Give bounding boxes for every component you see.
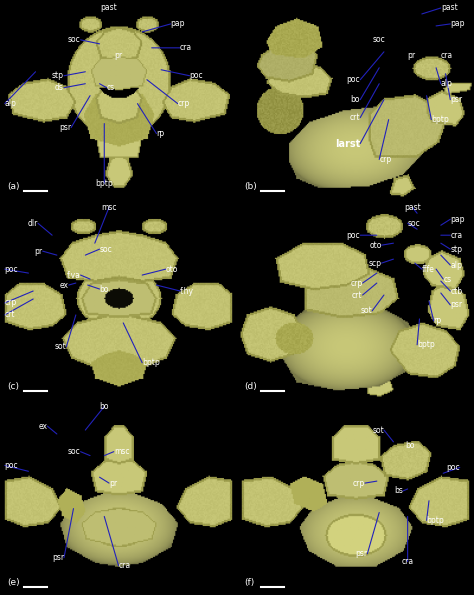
Text: oto: oto — [369, 240, 382, 250]
Text: pr: pr — [109, 478, 117, 487]
Text: soc: soc — [68, 447, 81, 456]
Text: soc: soc — [373, 35, 385, 45]
Text: bo: bo — [100, 284, 109, 293]
Text: bptp: bptp — [417, 340, 435, 349]
Text: sot: sot — [372, 425, 384, 434]
Text: bptp: bptp — [427, 516, 444, 525]
Text: bo: bo — [351, 95, 360, 104]
Text: ds: ds — [55, 83, 64, 92]
Text: ex: ex — [60, 280, 69, 290]
Text: bo: bo — [405, 441, 415, 450]
Text: crp: crp — [350, 278, 363, 287]
Text: crp: crp — [379, 155, 392, 164]
Text: pap: pap — [450, 215, 465, 224]
Text: crp: crp — [178, 99, 190, 108]
Text: bo: bo — [100, 402, 109, 411]
Text: cra: cra — [401, 557, 414, 566]
Text: soc: soc — [408, 219, 420, 228]
Text: stp: stp — [52, 71, 64, 80]
Text: (a): (a) — [7, 182, 19, 192]
Text: larst: larst — [335, 139, 360, 149]
Text: alp: alp — [5, 99, 17, 108]
Text: (e): (e) — [7, 578, 20, 587]
Text: msc: msc — [114, 447, 129, 456]
Text: alp: alp — [441, 79, 453, 88]
Text: poc: poc — [5, 265, 18, 274]
Text: psr: psr — [355, 549, 367, 558]
Text: bs: bs — [394, 487, 403, 496]
Text: crp: crp — [5, 299, 17, 308]
Text: cra: cra — [180, 43, 192, 52]
Text: past: past — [100, 4, 118, 12]
Text: ctb: ctb — [450, 287, 463, 296]
Text: cs: cs — [443, 274, 451, 284]
Text: cra: cra — [450, 231, 463, 240]
Text: soc: soc — [68, 35, 81, 45]
Text: past: past — [441, 4, 457, 12]
Text: bptp: bptp — [142, 358, 160, 367]
Text: psr: psr — [59, 123, 71, 132]
Text: alp: alp — [450, 261, 462, 270]
Text: (d): (d) — [244, 381, 257, 391]
Text: sot: sot — [360, 306, 372, 315]
Text: dlr: dlr — [27, 219, 38, 228]
Text: crp: crp — [353, 478, 365, 487]
Text: pr: pr — [408, 51, 416, 60]
Text: bptp: bptp — [95, 179, 113, 188]
Text: ex: ex — [38, 422, 47, 431]
Text: pap: pap — [450, 20, 465, 29]
Text: soc: soc — [100, 245, 112, 253]
Text: poc: poc — [346, 75, 360, 84]
Text: scp: scp — [369, 259, 382, 268]
Text: rp: rp — [434, 317, 442, 325]
Text: pr: pr — [35, 247, 43, 256]
Text: msc: msc — [101, 203, 117, 212]
Text: psr: psr — [450, 95, 463, 104]
Text: (c): (c) — [7, 381, 19, 391]
Text: past: past — [404, 203, 421, 212]
Text: poc: poc — [5, 461, 18, 470]
Text: pr: pr — [114, 51, 123, 60]
Text: crt: crt — [352, 290, 363, 299]
Text: crt: crt — [350, 113, 360, 122]
Text: stp: stp — [450, 245, 462, 253]
Text: poc: poc — [446, 463, 460, 472]
Text: psr: psr — [450, 300, 463, 309]
Text: rp: rp — [156, 129, 164, 138]
Text: psr: psr — [52, 553, 64, 562]
Text: cs: cs — [107, 83, 115, 92]
Text: oto: oto — [166, 265, 178, 274]
Text: cra: cra — [441, 51, 453, 60]
Text: (b): (b) — [244, 182, 257, 192]
Text: sot: sot — [55, 342, 66, 351]
Text: fffe: fffe — [422, 265, 435, 274]
Text: (f): (f) — [244, 578, 255, 587]
Text: poc: poc — [190, 71, 203, 80]
Text: poc: poc — [346, 231, 360, 240]
Text: pap: pap — [171, 20, 185, 29]
Text: f.va: f.va — [67, 271, 81, 280]
Text: f.hy: f.hy — [180, 287, 194, 296]
Text: bptp: bptp — [431, 115, 449, 124]
Text: cra: cra — [118, 561, 131, 570]
Text: crt: crt — [5, 311, 15, 320]
